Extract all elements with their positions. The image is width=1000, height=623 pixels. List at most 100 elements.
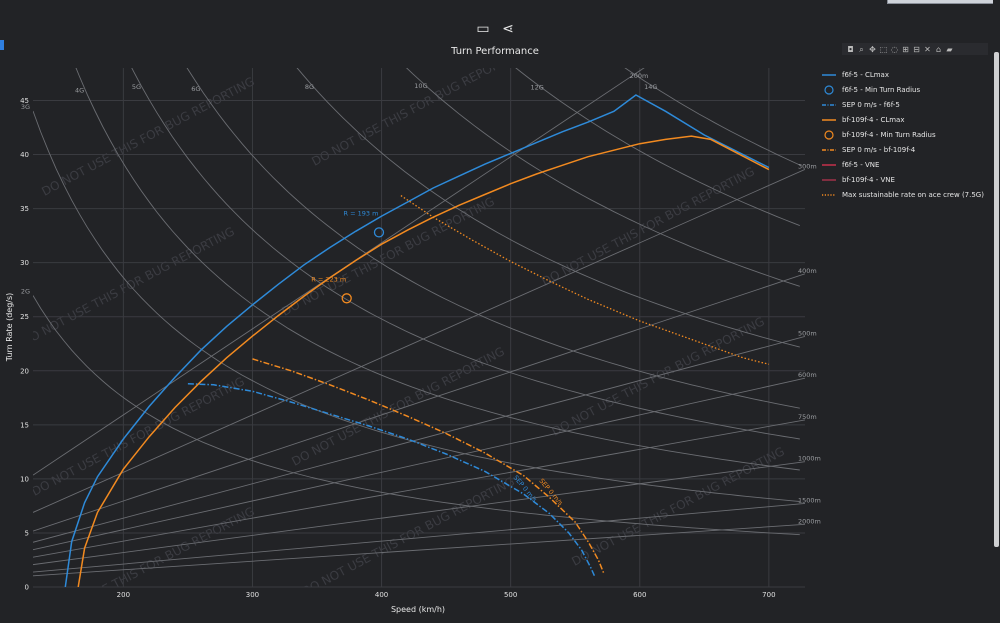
legend-label: bf-109f-4 - CLmax	[842, 116, 905, 124]
x-axis-label: Speed (km/h)	[391, 605, 445, 614]
min-turn-radius-annotation: R = 223 m	[311, 275, 346, 283]
g-line-label: 2G	[21, 288, 30, 296]
legend-item[interactable]: f6f-5 - CLmax	[822, 68, 889, 82]
radius-line	[33, 523, 805, 577]
legend-label: Max sustainable rate on ace crew (7.5G)	[842, 191, 984, 199]
share-icon[interactable]: ⋖	[502, 21, 514, 37]
home-icon[interactable]: ⌂	[935, 44, 942, 54]
legend-swatch	[824, 130, 834, 140]
legend-item[interactable]: Max sustainable rate on ace crew (7.5G)	[822, 188, 984, 202]
legend-label: f6f-5 - CLmax	[842, 71, 889, 79]
legend-item[interactable]: bf-109f-4 - Min Turn Radius	[822, 128, 936, 142]
series-line	[400, 195, 770, 365]
series-layer	[64, 94, 770, 587]
radius-line	[33, 503, 805, 573]
legend-swatch	[822, 164, 836, 166]
x-tick-label: 700	[762, 591, 775, 599]
lasso-icon[interactable]: ◌	[891, 44, 898, 54]
radius-line	[33, 68, 645, 476]
g-line	[131, 68, 800, 440]
x-tick-label: 500	[504, 591, 517, 599]
label-layer: 200 300 400 500 600 700 0 5 10 15 20 25 30 35 40 45 2G 3G…	[20, 72, 821, 599]
plotly-logo-icon[interactable]: ▰	[946, 44, 953, 54]
series-line	[187, 382, 596, 577]
g-line-label: 12G	[530, 83, 543, 91]
y-tick-label: 20	[20, 367, 29, 375]
left-accent-marker	[0, 40, 4, 50]
sep-annotation: SEP 0 m/s	[537, 477, 564, 507]
radius-line	[33, 168, 805, 513]
legend-label: bf-109f-4 - Min Turn Radius	[842, 131, 936, 139]
camera-icon[interactable]: ◘	[847, 44, 854, 54]
g-line	[515, 68, 800, 227]
radius-line	[33, 336, 805, 543]
radius-line-label: 400m	[798, 267, 817, 275]
zoom-in-icon[interactable]: ⊞	[902, 44, 909, 54]
radius-line-label: 1500m	[798, 496, 821, 504]
legend-swatch	[824, 85, 834, 95]
g-line	[33, 295, 800, 536]
legend-label: SEP 0 m/s - f6f-5	[842, 101, 900, 109]
series-line	[252, 358, 605, 574]
zoom-out-icon[interactable]: ⊟	[913, 44, 920, 54]
legend-swatch	[822, 149, 836, 151]
x-tick-label: 200	[117, 591, 130, 599]
radius-line-label: 2000m	[798, 517, 821, 525]
series-line	[77, 135, 770, 587]
radius-line	[33, 419, 805, 558]
legend-item[interactable]: f6f-5 - VNE	[822, 158, 879, 172]
watermark-text: DO NOT USE THIS FOR BUG REPORTING	[29, 374, 247, 499]
g-line	[406, 68, 800, 287]
legend-label: bf-109f-4 - VNE	[842, 176, 895, 184]
g-line-label: 14G	[644, 83, 657, 91]
autoscale-icon[interactable]: ✕	[924, 44, 931, 54]
legend-label: f6f-5 - Min Turn Radius	[842, 86, 921, 94]
y-tick-label: 15	[20, 421, 29, 429]
min-turn-radius-marker	[341, 293, 352, 304]
legend-item[interactable]: bf-109f-4 - CLmax	[822, 113, 905, 127]
y-tick-label: 40	[20, 151, 29, 159]
watermark-text: DO NOT USE THIS FOR BUG REPORTING	[19, 224, 237, 349]
radius-line-label: 1000m	[798, 455, 821, 463]
y-tick-label: 30	[20, 259, 29, 267]
watermark-text: DO NOT USE THIS FOR BUG REPORTING	[569, 444, 787, 569]
g-line	[186, 68, 800, 409]
legend-swatch	[822, 119, 836, 121]
y-tick-label: 5	[25, 529, 29, 537]
radius-line	[33, 377, 805, 551]
min-turn-radius-annotation: R = 193 m	[344, 209, 379, 217]
y-tick-label: 45	[20, 97, 29, 105]
legend-item[interactable]: f6f-5 - Min Turn Radius	[822, 83, 920, 97]
radius-line-label: 200m	[630, 72, 649, 80]
x-tick-label: 600	[633, 591, 646, 599]
legend-swatch	[822, 104, 836, 106]
x-tick-label: 300	[246, 591, 259, 599]
pan-icon[interactable]: ✥	[869, 44, 876, 54]
legend-swatch	[822, 74, 836, 76]
g-lines-layer	[33, 68, 800, 536]
scrollbar-thumb[interactable]	[994, 52, 999, 547]
grid-layer	[33, 68, 805, 588]
radius-lines-layer	[33, 68, 805, 577]
series-line	[64, 94, 770, 587]
y-tick-label: 35	[20, 205, 29, 213]
legend-item[interactable]: SEP 0 m/s - bf-109f-4	[822, 143, 915, 157]
watermark-layer: DO NOT USE THIS FOR BUG REPORTING DO NOT …	[19, 68, 787, 599]
legend-item[interactable]: SEP 0 m/s - f6f-5	[822, 98, 900, 112]
radius-line-label: 500m	[798, 329, 817, 337]
g-line-label: 3G	[21, 103, 30, 111]
watermark-text: DO NOT USE THIS FOR BUG REPORTING	[299, 474, 517, 599]
g-line-label: 8G	[305, 83, 314, 91]
g-line-label: 4G	[75, 86, 84, 94]
radius-line-label: 300m	[798, 162, 817, 170]
y-tick-label: 25	[20, 313, 29, 321]
legend-swatch	[822, 194, 836, 196]
x-tick-label: 400	[375, 591, 388, 599]
watermark-text: DO NOT USE THIS FOR BUG REPORTING	[39, 74, 257, 199]
ruler-icon[interactable]: ▭	[476, 21, 490, 37]
zoom-icon[interactable]: ⌕	[859, 44, 864, 54]
legend-item[interactable]: bf-109f-4 - VNE	[822, 173, 895, 187]
g-line-label: 5G	[132, 83, 141, 91]
box-select-icon[interactable]: ⬚	[879, 44, 888, 54]
